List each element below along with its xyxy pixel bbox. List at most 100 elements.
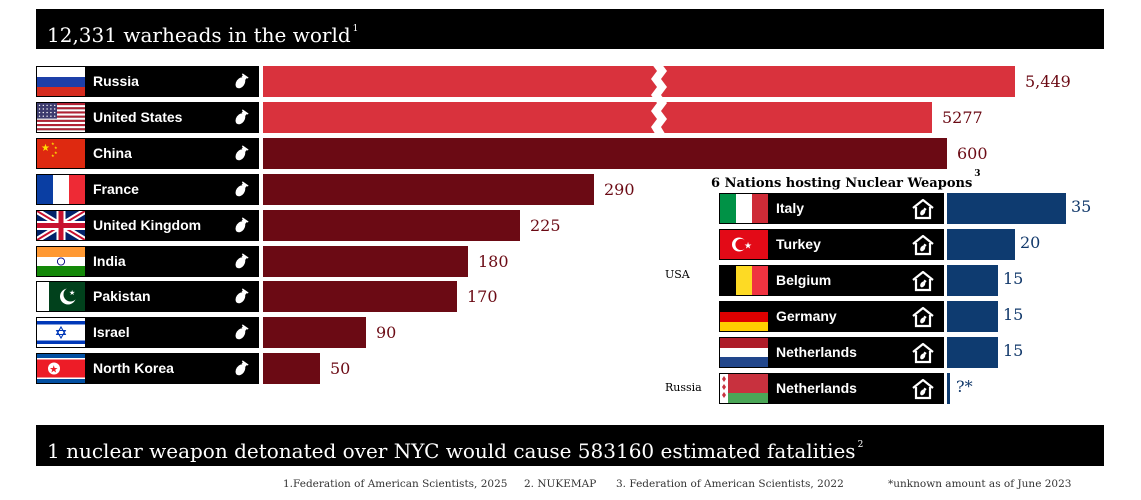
host-bar-netherlands-2 [947,373,950,404]
bar-pakistan [263,281,457,312]
host-bar-belgium [947,265,998,296]
bomb-icon [232,324,250,342]
bar-china [263,138,947,169]
footnote-2: 2 [857,440,864,450]
source-note: *unknown amount as of June 2023 [888,478,1072,490]
source-2: 2. NUKEMAP [524,478,597,490]
country-label-north-korea: ★ North Korea [36,353,259,384]
svg-text:★: ★ [49,364,58,375]
flag-france-icon [37,175,85,204]
flag-italy-icon [720,194,768,223]
value-label-india: 180 [478,252,509,271]
bomb-icon [232,253,250,271]
value-label-china: 600 [957,144,988,163]
bar-united-states [263,102,932,133]
bomb-icon [232,109,250,127]
group-label-usa: USA [665,268,690,281]
host-bar-turkey [947,229,1015,260]
host-label-turkey: ★ Turkey [719,229,944,260]
flag-belgium-icon [720,266,768,295]
value-label-united-kingdom: 225 [530,216,561,235]
flag-belarus-icon [720,374,768,403]
source-3: 3. Federation of American Scientists, 20… [616,478,844,490]
host-country-name: Netherlands [776,344,857,360]
country-name: China [93,145,132,161]
country-name: Israel [93,324,130,340]
bomb-icon [232,73,250,91]
home-icon [910,269,936,293]
home-icon [910,305,936,329]
host-bar-italy [947,193,1066,224]
home-icon [910,233,936,257]
host-value-label-germany: 15 [1003,305,1024,324]
value-label-russia: 5,449 [1025,72,1071,91]
bomb-icon [232,288,250,306]
svg-text:★: ★ [744,242,752,252]
svg-text:★: ★ [41,143,50,154]
home-icon [910,377,936,401]
host-value-label-netherlands: 15 [1003,341,1024,360]
bar-india [263,246,468,277]
flag-pakistan-icon: ★ [37,282,85,311]
value-label-north-korea: 50 [330,359,351,378]
flag-india-icon [37,247,85,276]
flag-netherlands-icon [720,338,768,367]
fatalities-banner: 1 nuclear weapon detonated over NYC woul… [36,425,1104,466]
chart-title: 12,331 warheads in the world 1 [36,9,1104,49]
hosting-chart-title: 6 Nations hosting Nuclear Weapons3 [711,169,981,191]
country-label-united-kingdom: United Kingdom [36,210,259,241]
country-label-pakistan: ★ Pakistan [36,281,259,312]
svg-text:★: ★ [69,289,75,297]
bar-israel [263,317,366,348]
source-1: 1.Federation of American Scientists, 202… [283,478,508,490]
flag-china-icon: ★ ★ ★ ★ ★ [37,139,85,168]
country-label-china: ★ ★ ★ ★ ★ China [36,138,259,169]
bomb-icon [232,181,250,199]
flag-turkey-icon: ★ [720,230,768,259]
country-name: United Kingdom [93,217,202,233]
value-label-france: 290 [604,180,635,199]
bar-united-kingdom [263,210,520,241]
host-label-netherlands-2: Netherlands [719,373,944,404]
country-name: North Korea [93,360,174,376]
fatalities-text: 1 nuclear weapon detonated over NYC woul… [47,439,856,463]
svg-text:★: ★ [51,141,55,146]
svg-text:★: ★ [54,150,58,155]
flag-united-states-icon [37,103,85,132]
bar-france [263,174,594,205]
country-name: Pakistan [93,288,151,304]
host-value-label-italy: 35 [1071,197,1092,216]
host-label-netherlands: Netherlands [719,337,944,368]
host-country-name: Belgium [776,272,832,288]
footnote-1: 1 [352,24,359,34]
axis-break-mark [647,63,673,137]
country-label-india: India [36,246,259,277]
country-label-russia: Russia [36,66,259,97]
flag-north-korea-icon: ★ [37,354,85,383]
host-label-belgium: Belgium [719,265,944,296]
value-label-pakistan: 170 [467,287,498,306]
chart-title-text: 12,331 warheads in the world [47,23,351,47]
value-label-united-states: 5277 [942,108,983,127]
bar-north-korea [263,353,320,384]
bomb-icon [232,360,250,378]
host-country-name: Germany [776,308,837,324]
country-name: Russia [93,73,139,89]
host-bar-germany [947,301,998,332]
host-country-name: Netherlands [776,380,857,396]
host-label-italy: Italy [719,193,944,224]
country-name: United States [93,109,183,125]
host-country-name: Italy [776,200,805,216]
host-country-name: Turkey [776,236,821,252]
svg-text:★: ★ [51,153,55,158]
value-label-israel: 90 [376,323,397,342]
host-value-label-netherlands-2: ?* [956,377,973,396]
footnote-3: 3 [974,169,981,179]
flag-united-kingdom-icon [37,211,85,240]
home-icon [910,341,936,365]
flag-germany-icon [720,302,768,331]
group-label-russia: Russia [665,381,702,394]
country-name: France [93,181,139,197]
country-label-united-states: United States [36,102,259,133]
flag-russia-icon [37,67,85,96]
